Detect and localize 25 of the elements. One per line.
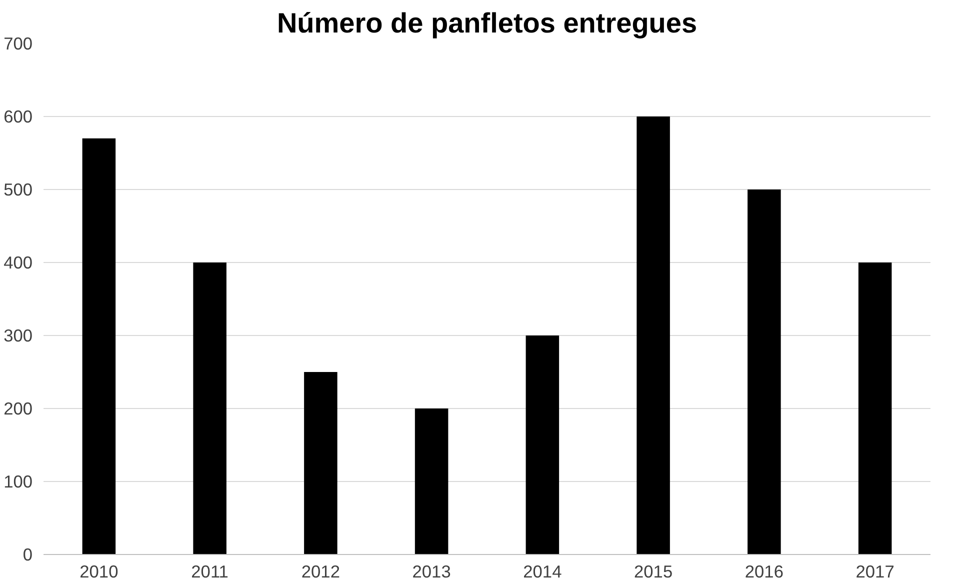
y-tick-label: 600 xyxy=(4,106,33,126)
bar xyxy=(526,336,560,554)
bar xyxy=(748,190,781,554)
x-tick-label: 2015 xyxy=(634,562,673,582)
x-tick-label: 2017 xyxy=(856,562,894,582)
x-tick-label: 2010 xyxy=(80,562,118,582)
x-tick-label: 2012 xyxy=(301,562,340,582)
bar xyxy=(304,372,338,554)
bar xyxy=(193,262,226,554)
y-tick-label: 700 xyxy=(4,34,33,54)
x-tick-label: 2013 xyxy=(412,562,451,582)
y-tick-label: 200 xyxy=(4,398,33,418)
bar xyxy=(858,262,892,554)
x-tick-label: 2011 xyxy=(191,562,228,582)
bar xyxy=(414,408,448,554)
bar xyxy=(636,116,670,554)
bar xyxy=(82,138,116,554)
x-tick-label: 2014 xyxy=(523,562,562,582)
x-tick-label: 2016 xyxy=(744,562,784,582)
chart-title: Número de panfletos entregues xyxy=(276,8,698,38)
y-tick-label: 100 xyxy=(4,472,33,492)
y-tick-label: 400 xyxy=(4,252,33,272)
y-tick-label: 0 xyxy=(22,544,33,564)
y-tick-label: 300 xyxy=(4,326,33,346)
y-tick-label: 500 xyxy=(4,180,33,200)
